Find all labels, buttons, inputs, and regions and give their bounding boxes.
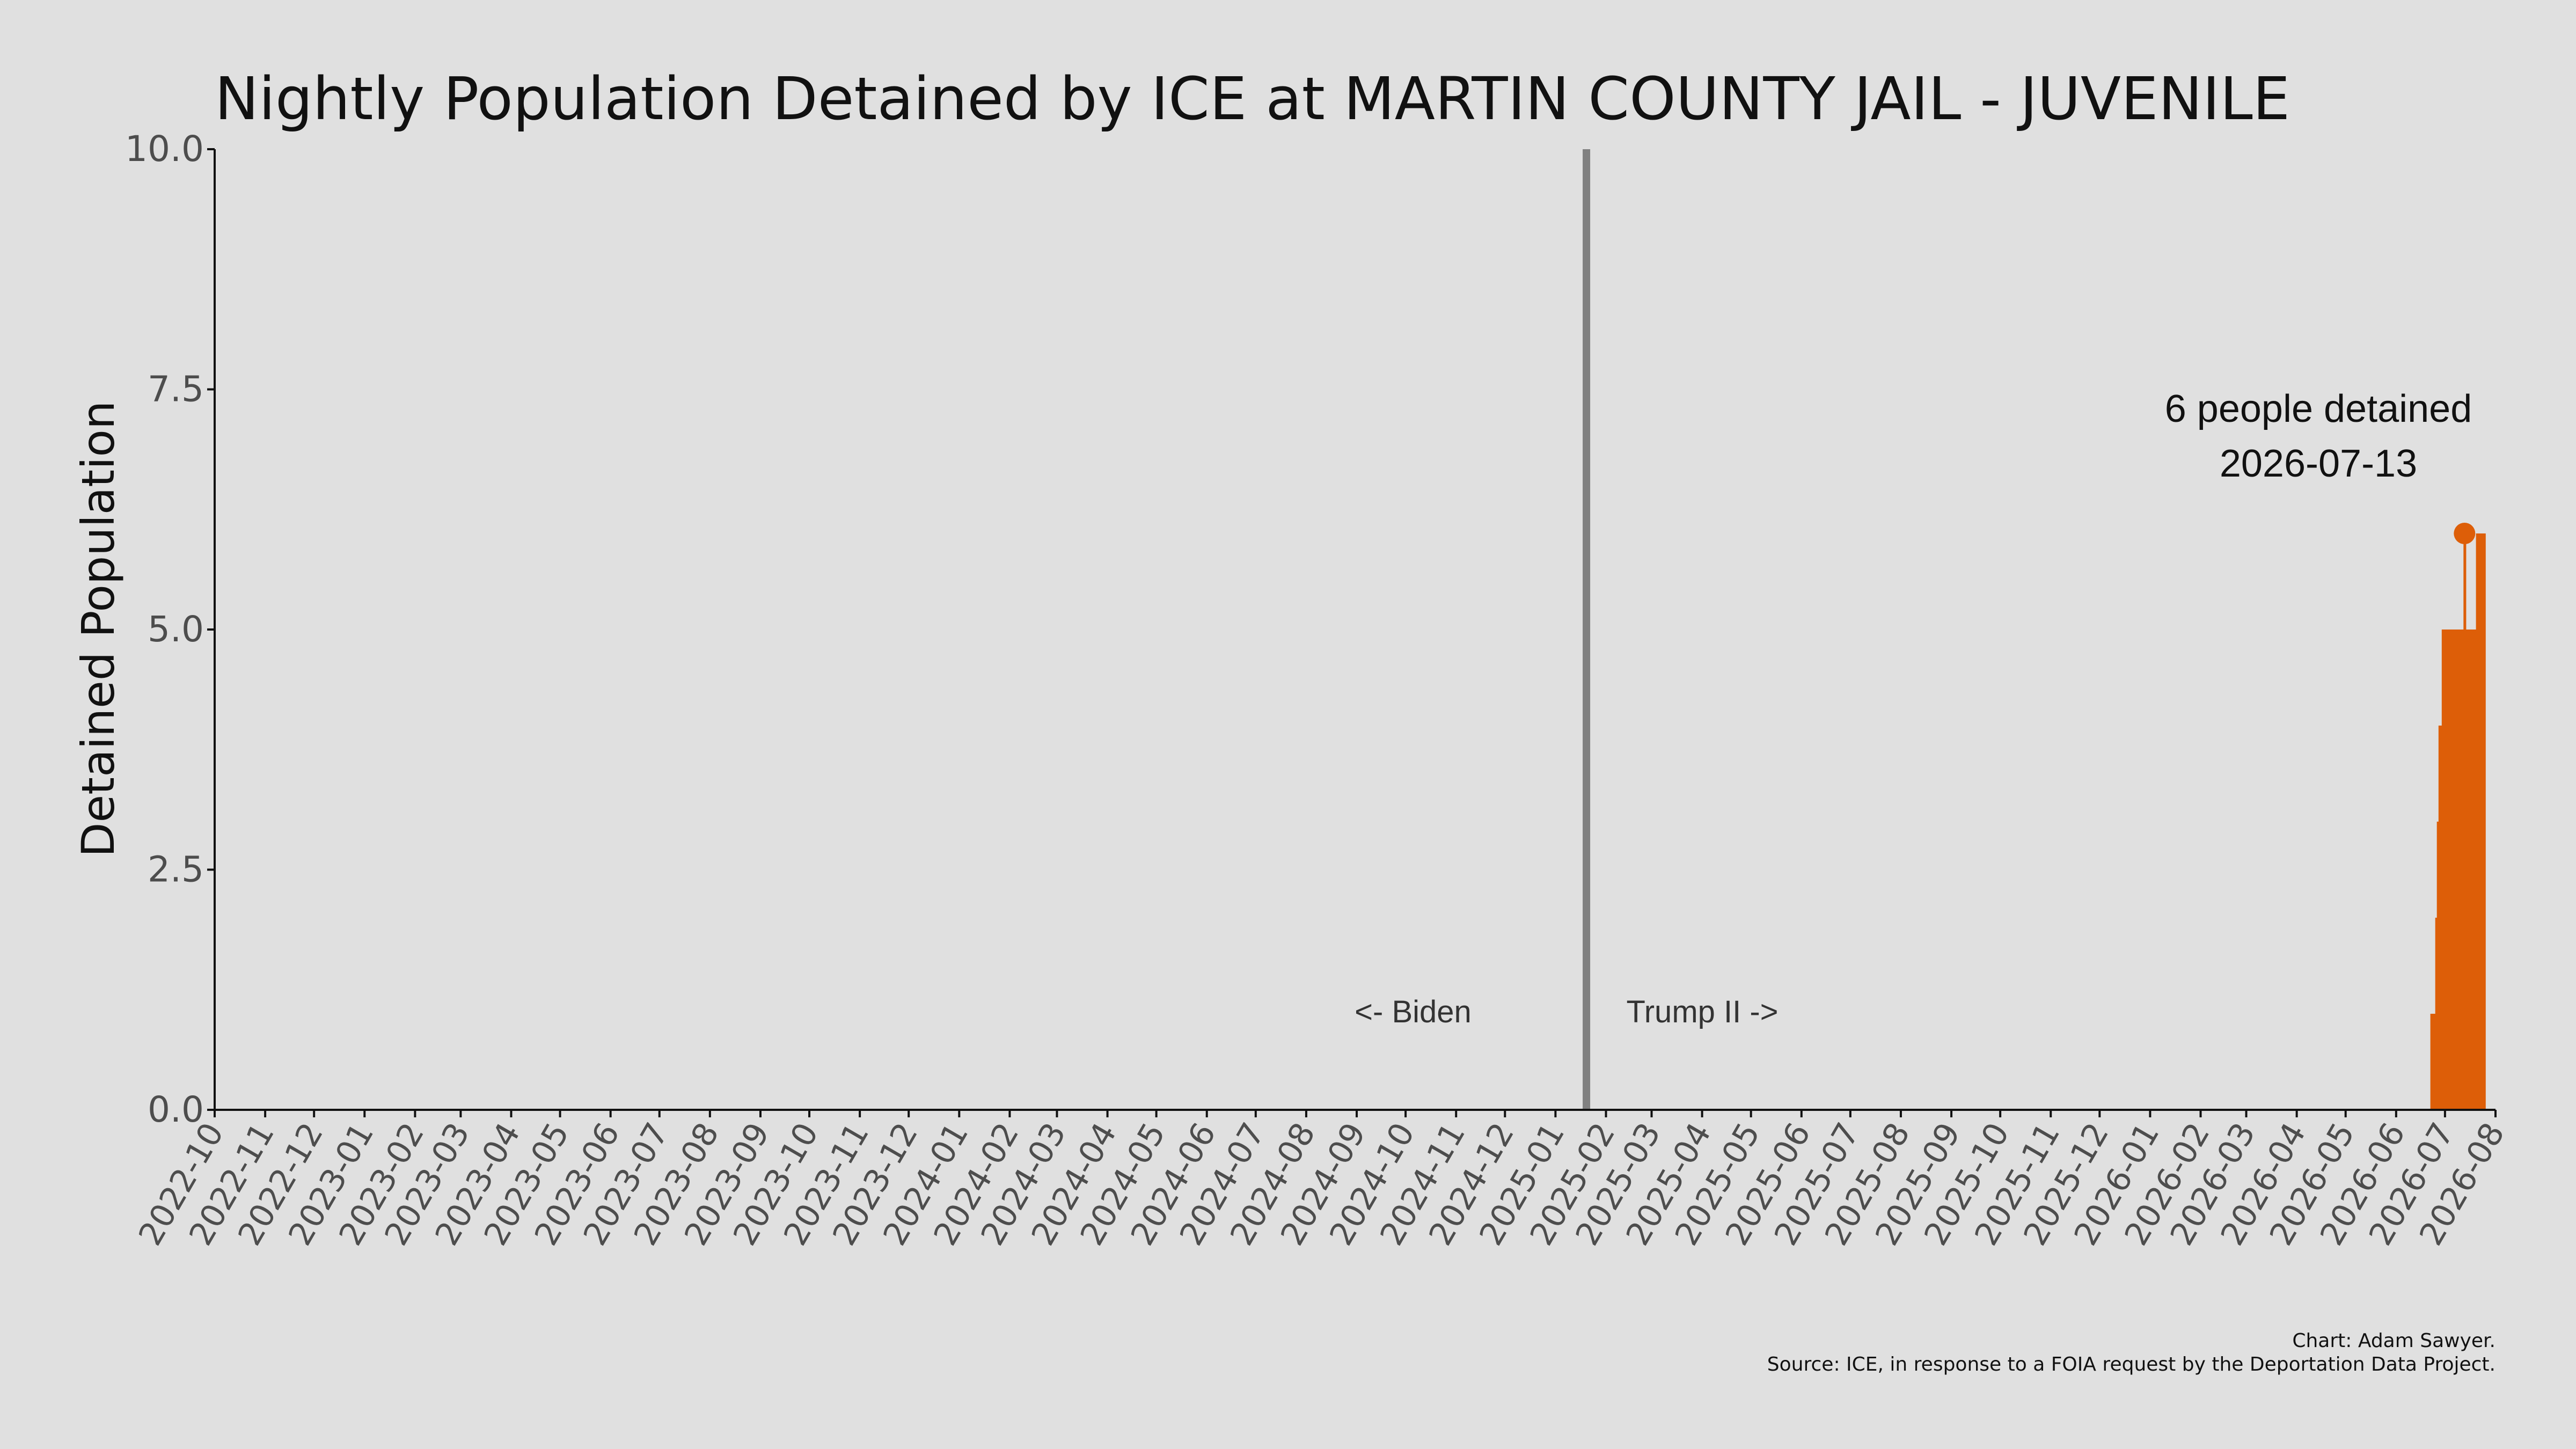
era-label-trump: Trump II ->: [1626, 994, 1778, 1029]
y-tick-label: 5.0: [148, 609, 204, 650]
y-tick-label: 10.0: [125, 128, 204, 170]
plot-area: [1583, 149, 2486, 1110]
annotations: <- Biden Trump II -> 6 people detained 2…: [1355, 387, 2476, 1029]
caption-source: Source: ICE, in response to a FOIA reque…: [1767, 1353, 2496, 1375]
peak-marker-dot: [2454, 523, 2476, 544]
era-label-biden: <- Biden: [1355, 994, 1472, 1029]
y-tick-label: 0.0: [148, 1089, 204, 1130]
y-axis-label: Detained Population: [72, 401, 125, 857]
axes: 0.02.55.07.510.02022-102022-112022-12202…: [125, 128, 2512, 1252]
y-tick-label: 7.5: [148, 369, 204, 410]
y-tick-label: 2.5: [148, 849, 204, 890]
peak-label-count: 6 people detained: [2165, 387, 2472, 430]
series-area-0: [2428, 533, 2486, 1110]
peak-label-date: 2026-07-13: [2220, 442, 2417, 485]
chart-title: Nightly Population Detained by ICE at MA…: [215, 64, 2290, 133]
caption-credit: Chart: Adam Sawyer.: [2292, 1330, 2496, 1352]
